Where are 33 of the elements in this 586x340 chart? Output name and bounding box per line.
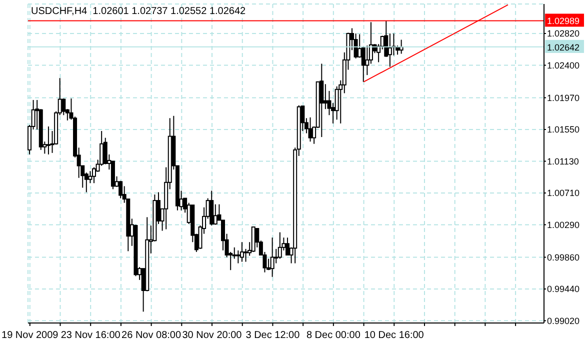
chart-title: USDCHF,H4 1.02601 1.02737 1.02552 1.02642 [31,6,246,17]
candlestick [270,237,274,278]
y-tick-label: 1.00290 [547,220,580,230]
candlestick [210,190,214,226]
candlestick [286,237,290,256]
x-tick-label: 8 Dec 00:00 [306,330,361,340]
candlestick [118,180,123,199]
ref-line-label: 1.02642 [547,42,580,52]
x-tick-label: 3 Dec 12:00 [246,330,300,340]
x-tick-label: 10 Dec 16:00 [364,330,424,340]
y-tick-label: 1.01970 [547,92,580,103]
x-tick-label: 30 Nov 20:00 [182,330,242,340]
x-tick-label: 19 Nov 2009 [2,330,59,340]
y-tick-label: 1.00710 [547,188,580,198]
ref-line-label: 1.02989 [547,16,580,26]
candlestick [388,32,392,68]
y-tick-label: 0.99860 [547,252,580,262]
candlestick [88,170,92,184]
y-tick-label: 1.02820 [547,28,580,39]
x-tick-label: 26 Nov 08:00 [122,330,182,340]
candlestick [308,116,312,142]
candlestick [240,242,244,262]
y-tick-label: 1.01550 [547,124,580,135]
y-tick-label: 0.99440 [547,284,580,294]
candlestick [46,126,50,155]
candlestick [278,232,282,260]
y-tick-label: 1.01130 [547,156,579,166]
y-tick-label: 1.02400 [547,60,580,70]
candlestick [320,63,324,138]
candlestick [213,204,218,226]
x-tick-label: 23 Nov 16:00 [60,330,121,340]
candlestick [236,250,240,264]
y-tick-label: 0.99020 [547,316,580,326]
